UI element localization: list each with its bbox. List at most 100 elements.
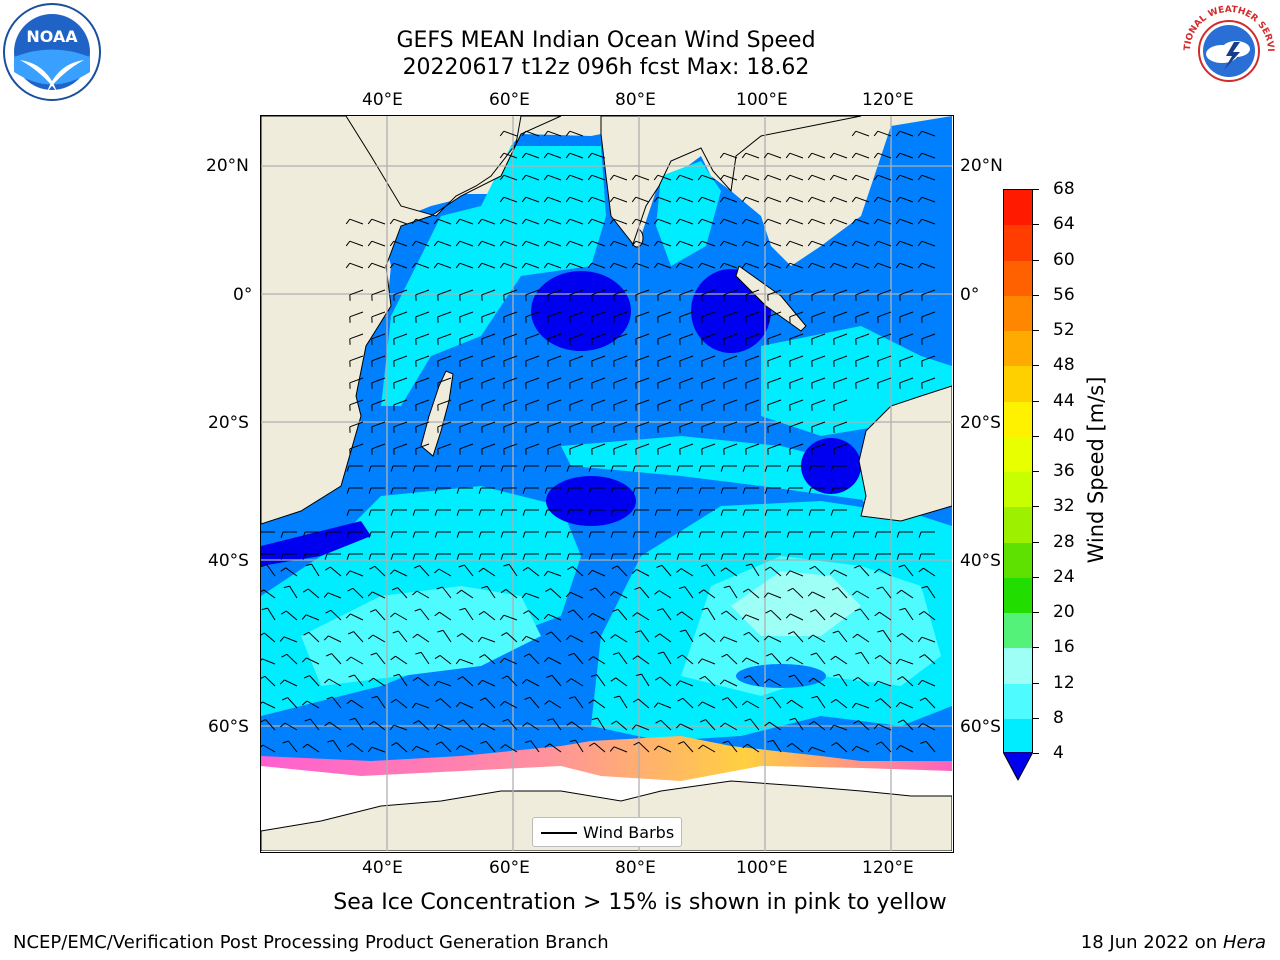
wind-barb — [550, 631, 562, 643]
wind-barb-flag — [631, 240, 637, 247]
wind-barb — [464, 564, 474, 577]
wind-barb — [547, 289, 562, 296]
wind-barb — [572, 609, 584, 621]
wind-barb — [503, 152, 518, 159]
wind-barb-flag — [412, 676, 419, 682]
wind-barb-flag — [917, 174, 923, 181]
wind-barb — [569, 218, 584, 225]
wind-barb-flag — [720, 553, 724, 560]
colorbar-segment — [1004, 331, 1032, 367]
wind-barb-flag — [698, 465, 702, 472]
wind-barb — [595, 630, 606, 643]
wind-barb-flag — [368, 677, 374, 683]
wind-barb — [371, 333, 386, 340]
wind-barb-flag — [873, 130, 879, 137]
wind-barb-flag — [301, 657, 307, 663]
lon-tick-top-60e: 60°E — [489, 90, 530, 110]
wind-barb — [745, 174, 760, 181]
wind-barb-flag — [808, 465, 812, 472]
wind-barb-flag — [477, 240, 483, 247]
wind-barb — [547, 218, 562, 225]
footer-date-text: 18 Jun 2022 on — [1080, 932, 1223, 953]
wind-barb — [701, 240, 716, 247]
wind-barb-flag — [917, 240, 923, 247]
wind-barb — [635, 724, 650, 731]
wind-barb-flag — [895, 218, 901, 225]
wind-barb-flag — [720, 722, 726, 728]
wind-barb — [794, 718, 804, 731]
wind-barb — [679, 240, 694, 247]
wind-barb — [747, 588, 760, 599]
wind-barb — [682, 697, 694, 709]
wind-barb-flag — [764, 566, 771, 571]
wind-barb-flag — [565, 174, 571, 181]
wind-barb — [726, 653, 738, 665]
wind-barb — [657, 355, 672, 362]
wind-barb — [462, 719, 474, 731]
wind-barb-flag — [656, 608, 663, 611]
wind-barb — [547, 152, 562, 159]
wind-barb-flag — [368, 487, 372, 494]
wind-barb — [461, 633, 474, 643]
wind-barb — [769, 721, 782, 731]
wind-barb-flag — [521, 240, 527, 247]
wind-barb-flag — [521, 262, 527, 269]
wind-barb — [503, 355, 518, 362]
map-canvas — [261, 116, 953, 852]
wind-barb — [481, 636, 496, 643]
wind-barb — [923, 567, 936, 577]
lon-tick-top-80e: 80°E — [615, 90, 656, 110]
wind-barb — [855, 130, 870, 137]
lon-tick-top-100e: 100°E — [736, 90, 788, 110]
wind-barb-flag — [807, 196, 813, 203]
wind-barb — [569, 377, 584, 384]
wind-barb — [811, 262, 826, 269]
wind-barb-flag — [565, 591, 571, 598]
wind-barb — [723, 218, 738, 225]
wind-barb-flag — [807, 174, 813, 181]
wind-barb — [725, 610, 738, 621]
wind-barb-flag — [765, 609, 772, 614]
wind-barb — [701, 218, 716, 225]
wind-barb — [879, 611, 892, 621]
wind-barb-flag — [543, 130, 549, 137]
wind-barb — [899, 355, 914, 362]
wind-barb — [833, 333, 848, 340]
wind-barb — [440, 698, 452, 709]
wind-barb — [657, 702, 672, 709]
wind-barb-flag — [345, 240, 351, 247]
wind-barb-flag — [588, 487, 592, 494]
wind-barb-flag — [657, 651, 664, 655]
wind-barb — [283, 636, 298, 643]
wind-barb — [657, 262, 672, 269]
wind-barb-flag — [434, 611, 440, 617]
wind-barb-flag — [456, 509, 460, 516]
wind-barb — [878, 568, 892, 577]
wind-barb-flag — [609, 174, 615, 181]
wind-barb-flag — [591, 717, 598, 721]
wind-barb — [877, 377, 892, 384]
wind-barb-flag — [499, 701, 505, 706]
wind-barb-flag — [326, 696, 333, 700]
wind-barb-flag — [500, 553, 504, 560]
wind-barb — [922, 722, 936, 731]
colorbar-tick-label: 32 — [1053, 496, 1075, 517]
wind-barb — [812, 591, 826, 599]
wind-barb-flag — [433, 240, 439, 247]
wind-barb-flag — [303, 631, 310, 636]
colorbar-tick-mark — [1033, 682, 1039, 684]
wind-barb — [857, 633, 870, 643]
wind-barb-flag — [587, 152, 593, 159]
wind-barb-flag — [765, 653, 772, 657]
wind-barb — [484, 654, 496, 665]
wind-barb-flag — [325, 609, 332, 614]
wind-barb-flag — [433, 680, 439, 687]
wind-barb-flag — [280, 553, 284, 560]
wind-barb — [547, 174, 562, 181]
wind-barb — [591, 289, 606, 296]
wind-barb — [772, 696, 782, 709]
wind-barb-flag — [346, 553, 350, 560]
wind-barb-flag — [873, 152, 879, 159]
wind-barb-flag — [261, 632, 265, 636]
wind-barb-flag — [544, 553, 548, 560]
